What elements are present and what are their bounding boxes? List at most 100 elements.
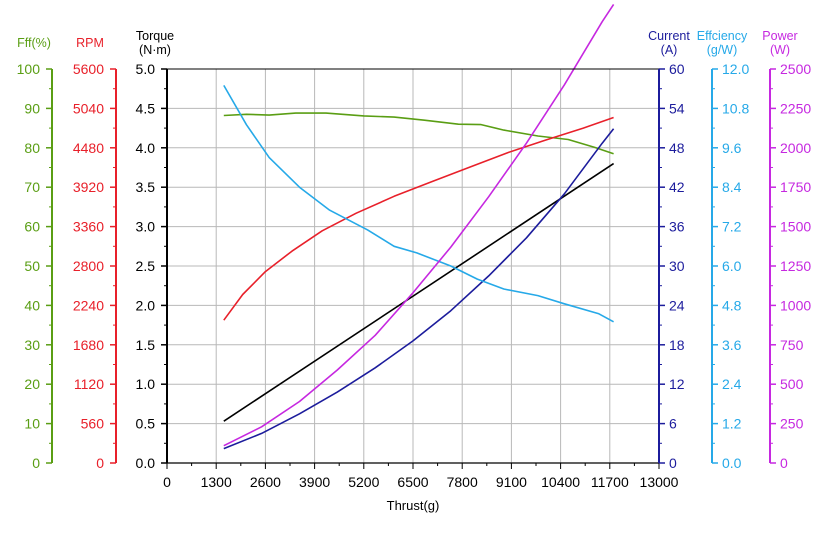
y-tick-label-effgw: 1.2: [722, 416, 742, 432]
y-tick-label-eff: 10: [24, 416, 40, 432]
x-tick-label: 10400: [541, 474, 580, 490]
x-axis-title: Thrust(g): [387, 498, 440, 513]
y-tick-label-eff: 90: [24, 100, 40, 116]
y-axis-title-torque: (N·m): [139, 43, 171, 57]
y-tick-label-current: 36: [669, 219, 685, 235]
series-line-torque: [223, 162, 615, 422]
y-tick-label-effgw: 4.8: [722, 297, 742, 313]
y-tick-label-power: 750: [780, 337, 804, 353]
y-tick-label-torque: 0.5: [136, 416, 156, 432]
y-tick-label-power: 1250: [780, 258, 811, 274]
y-axis-title-effgw: (g/W): [707, 43, 738, 57]
y-axis-rpm: 0 560 1120 1680 2240 2800 3360 3920 4480 5040 5600…: [73, 36, 117, 471]
y-axis-power: 0 250 500 750 1000 1250 1500 1750 2000 2250 2500 Po…: [762, 29, 811, 471]
y-tick-label-effgw: 2.4: [722, 376, 742, 392]
y-tick-label-rpm: 5600: [73, 61, 104, 77]
y-tick-label-effgw: 12.0: [722, 61, 749, 77]
y-tick-label-power: 1500: [780, 219, 811, 235]
y-tick-label-eff: 70: [24, 179, 40, 195]
y-tick-label-eff: 80: [24, 140, 40, 156]
y-tick-label-torque: 1.5: [136, 337, 156, 353]
y-tick-label-power: 1750: [780, 179, 811, 195]
y-tick-label-rpm: 3920: [73, 179, 104, 195]
y-tick-label-current: 48: [669, 140, 685, 156]
y-tick-label-effgw: 10.8: [722, 100, 749, 116]
y-axis-torque: 0.0 0.5 1.0 1.5 2.0 2.5 3.0 3.5 4.0 4.5 5.0 Torque(…: [136, 29, 175, 471]
y-tick-label-torque: 3.5: [136, 179, 156, 195]
y-tick-label-current: 54: [669, 100, 685, 116]
y-tick-label-eff: 0: [32, 455, 40, 471]
y-axis-title-torque: Torque: [136, 29, 174, 43]
y-tick-label-eff: 60: [24, 219, 40, 235]
y-tick-label-effgw: 9.6: [722, 140, 742, 156]
x-tick-label: 5200: [348, 474, 379, 490]
y-tick-label-eff: 50: [24, 258, 40, 274]
series-lines: [223, 3, 615, 450]
y-tick-label-current: 30: [669, 258, 685, 274]
y-tick-label-torque: 5.0: [136, 61, 156, 77]
y-tick-label-rpm: 4480: [73, 140, 104, 156]
y-tick-label-torque: 3.0: [136, 219, 156, 235]
series-line-eff: [223, 112, 614, 155]
y-axis-current: 0 6 12 18 24 30 36 42 48 54 60 Current(A): [648, 29, 690, 471]
y-tick-label-effgw: 6.0: [722, 258, 742, 274]
y-tick-label-current: 24: [669, 297, 685, 313]
grid-lines: [167, 69, 659, 463]
y-tick-label-power: 1000: [780, 297, 811, 313]
y-tick-label-torque: 4.0: [136, 140, 156, 156]
x-tick-label: 6500: [397, 474, 428, 490]
y-tick-label-torque: 2.0: [136, 297, 156, 313]
y-tick-label-rpm: 2800: [73, 258, 104, 274]
x-tick-label: 7800: [447, 474, 478, 490]
y-tick-label-torque: 4.5: [136, 100, 156, 116]
y-axis-title-rpm: RPM: [76, 36, 104, 50]
x-tick-label: 2600: [250, 474, 281, 490]
y-tick-label-torque: 1.0: [136, 376, 156, 392]
y-tick-label-power: 250: [780, 416, 804, 432]
y-tick-label-effgw: 8.4: [722, 179, 742, 195]
y-tick-label-eff: 30: [24, 337, 40, 353]
y-tick-label-rpm: 2240: [73, 297, 104, 313]
y-tick-label-current: 0: [669, 455, 677, 471]
y-axes: 0 10 20 30 40 50 60 70 80 90 100 Fff(%) 0 560 1120 1680…: [17, 29, 812, 471]
y-tick-label-eff: 100: [17, 61, 41, 77]
y-tick-label-effgw: 7.2: [722, 219, 742, 235]
x-axis: 0 1300 2600 3900 5200 6500 7800 9100 10400 11700 1…: [163, 463, 679, 513]
x-tick-label: 3900: [299, 474, 330, 490]
y-tick-label-current: 18: [669, 337, 685, 353]
series-line-effgw: [223, 85, 614, 323]
y-tick-label-current: 12: [669, 376, 685, 392]
y-axis-title-power: (W): [770, 43, 790, 57]
series-line-power: [223, 3, 615, 447]
series-line-rpm: [223, 116, 614, 321]
y-tick-label-rpm: 1680: [73, 337, 104, 353]
y-tick-label-power: 2500: [780, 61, 811, 77]
y-tick-label-rpm: 5040: [73, 100, 104, 116]
y-tick-label-rpm: 3360: [73, 219, 104, 235]
y-tick-label-rpm: 560: [81, 416, 105, 432]
y-tick-label-effgw: 0.0: [722, 455, 742, 471]
y-axis-title-power: Power: [762, 29, 797, 43]
y-tick-label-effgw: 3.6: [722, 337, 742, 353]
y-tick-label-power: 500: [780, 376, 804, 392]
y-tick-label-power: 2250: [780, 100, 811, 116]
y-tick-label-power: 0: [780, 455, 788, 471]
y-axis-effgw: 0.0 1.2 2.4 3.6 4.8 6.0 7.2 8.4 9.6 10.8 12.0 Effci…: [697, 29, 750, 471]
x-tick-label: 13000: [640, 474, 679, 490]
y-axis-title-eff: Fff(%): [17, 36, 51, 50]
x-tick-label: 0: [163, 474, 171, 490]
y-tick-label-power: 2000: [780, 140, 811, 156]
y-tick-label-current: 42: [669, 179, 685, 195]
y-tick-label-torque: 0.0: [136, 455, 156, 471]
y-axis-title-current: (A): [661, 43, 678, 57]
series-line-current: [223, 128, 615, 450]
y-tick-label-current: 60: [669, 61, 685, 77]
y-tick-label-rpm: 0: [96, 455, 104, 471]
y-tick-label-torque: 2.5: [136, 258, 156, 274]
y-tick-label-eff: 40: [24, 297, 40, 313]
y-tick-label-eff: 20: [24, 376, 40, 392]
x-tick-label: 1300: [201, 474, 232, 490]
y-axis-title-current: Current: [648, 29, 690, 43]
y-tick-label-rpm: 1120: [74, 376, 104, 392]
